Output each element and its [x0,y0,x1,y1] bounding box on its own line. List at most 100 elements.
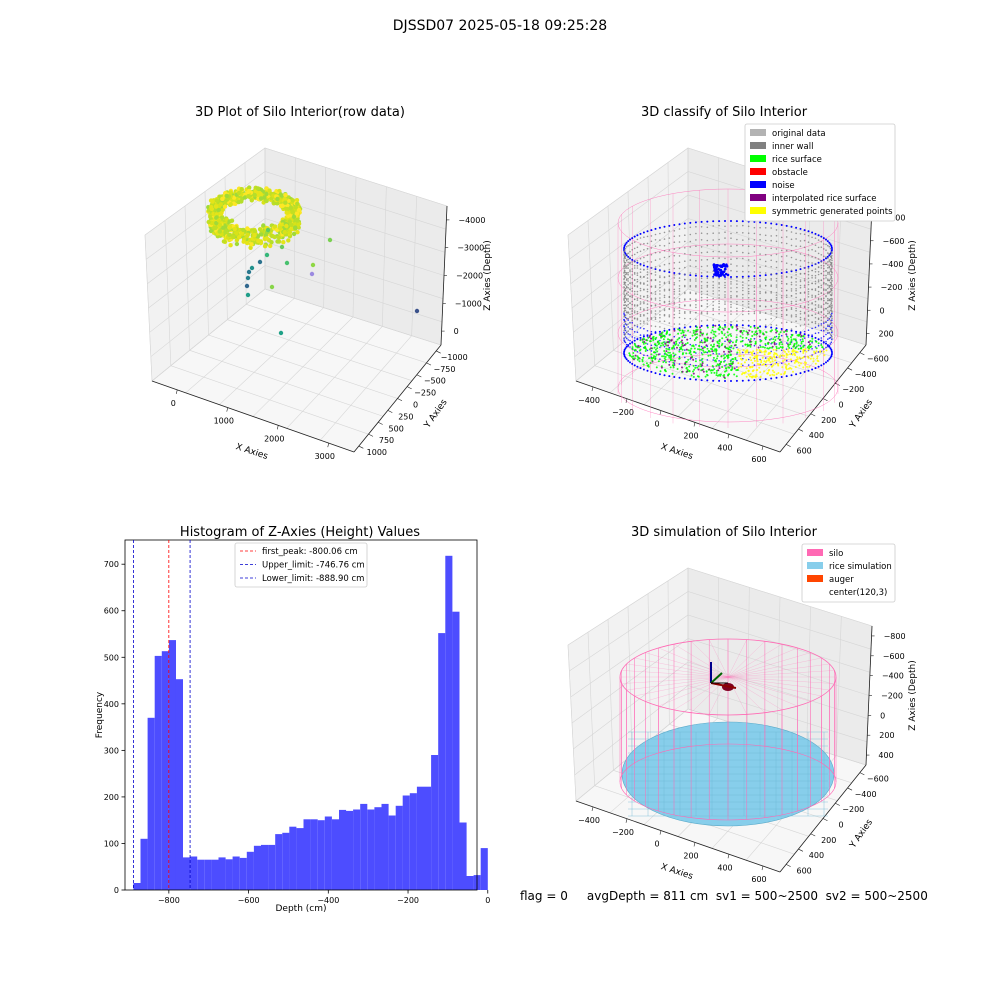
wall-point [624,336,627,338]
tick-label: −400 [578,396,600,405]
wall-point [627,264,629,266]
wall-point [807,304,810,306]
wall-point [785,236,788,238]
wall-point [780,329,783,332]
surface-point [754,342,757,345]
wall-point [790,302,793,305]
wall-point [770,299,772,302]
wall-point [825,340,827,343]
wall-point [742,289,744,292]
silo-spoke [727,647,798,678]
wall-point [724,294,726,296]
wall-point [780,287,783,290]
wall-point [633,267,636,269]
wall-point [736,257,738,260]
wall-point [629,302,631,305]
wall-point [747,245,750,247]
noise-point [817,234,820,237]
surface-point [760,351,763,354]
wall-point [659,232,661,235]
surface-point [665,332,668,335]
wall-point [742,300,744,303]
noise-point [636,338,639,341]
wall-point [807,315,810,318]
wall-point [730,269,732,272]
outlier-point [327,237,333,243]
data-point [264,236,269,241]
wall-point [689,259,692,261]
surface-point [753,355,756,358]
surface-point [672,346,675,349]
wall-point [795,300,797,303]
wall-point [673,230,676,232]
surface-point [699,341,702,344]
surface-point [808,347,811,350]
tick-label: 0 [880,306,885,315]
wall-point [689,284,692,287]
wall-point [678,304,681,306]
surface-point [795,345,798,348]
wall-point [712,307,714,310]
surface-point [754,340,757,343]
wall-point [646,277,649,279]
wall-point [700,293,703,296]
wall-point [730,252,732,254]
wall-point [828,271,831,274]
wall-point [625,272,628,274]
surface-point [724,367,727,370]
y-axis-label: Y Axies [422,398,450,431]
wall-point [759,290,761,293]
wall-point [827,264,829,266]
tick-mark [859,772,865,776]
wall-point [646,309,649,312]
wall-point [646,349,649,352]
wall-point [795,274,797,276]
wall-point [829,313,832,316]
surface-point [650,353,653,356]
wall-point [825,302,827,305]
wall-point [700,281,703,283]
noise-point [639,263,642,266]
wall-point [764,265,767,267]
wall-point [624,273,627,276]
wall-point [814,244,817,246]
wall-point [742,313,744,316]
surface-point [693,368,696,371]
noise-point [689,378,692,381]
noise-point [668,271,671,274]
silo-spoke [727,663,830,678]
noise-point [724,324,726,326]
surface-point [810,345,813,348]
wall-point [627,294,629,296]
wall-point [718,286,720,289]
surface-point [657,353,660,356]
wall-point [770,363,772,366]
wall-point [820,246,823,248]
wall-point [753,277,756,280]
wall-point [623,309,626,312]
wall-point [624,320,627,323]
tick-label: 600 [751,875,766,884]
wall-point [803,311,806,314]
wall-point [814,326,817,329]
noise-point [629,361,631,364]
surface-point [650,337,653,340]
histogram-bar [161,651,169,890]
wall-point [814,274,817,277]
surface-point [636,358,639,361]
wall-point [803,279,806,282]
wall-point [753,265,756,267]
wall-point [759,319,761,321]
wall-point [759,271,761,274]
surface-point [779,346,782,348]
wall-point [814,307,817,310]
surface-point [764,337,767,339]
tick-mark [822,398,828,402]
surface-point [765,331,768,334]
data-point [209,206,214,212]
surface-point [717,364,720,367]
wall-point [643,282,645,284]
wall-point [636,251,639,254]
wall-point [829,288,832,290]
noise-point [830,353,833,356]
